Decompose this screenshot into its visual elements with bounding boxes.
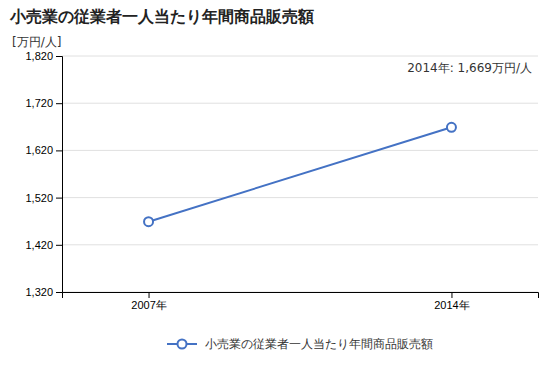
y-tick: 1,620: [25, 144, 62, 156]
data-point: [144, 217, 153, 226]
y-tick: 1,820: [25, 50, 62, 62]
y-axis-line: [56, 57, 63, 293]
x-axis-line: [63, 293, 539, 299]
y-tick-mark: [56, 198, 62, 199]
legend-item: 小売業の従業者一人当たり年間商品販売額: [167, 337, 433, 351]
x-axis: 2007年 2014年: [63, 292, 539, 311]
x-tick: 2014年: [434, 292, 469, 311]
title: 小売業の従業者一人当たり年間商品販売額: [9, 7, 314, 26]
x-tick-mark: [149, 292, 150, 298]
grid-line: [62, 197, 538, 198]
y-tick-mark: [56, 292, 62, 293]
grid-line: [62, 150, 538, 151]
y-tick-label: 1,420: [25, 239, 53, 251]
grid-line: [62, 103, 538, 104]
y-tick-mark: [56, 56, 62, 57]
marks: [144, 123, 456, 226]
x-tick: 2007年: [131, 292, 166, 311]
y-tick-mark: [56, 103, 62, 104]
legend-label: 小売業の従業者一人当たり年間商品販売額: [205, 337, 433, 351]
series-line: [149, 127, 452, 221]
x-tick-label: 2014年: [434, 299, 469, 311]
y-tick-label: 1,520: [25, 192, 53, 204]
legend-marker: [178, 340, 187, 349]
grid-line: [62, 244, 538, 245]
y-axis: 1,320 1,420 1,520 1,620 1,720 1,820: [25, 50, 62, 298]
x-tick-mark: [451, 292, 452, 298]
y-axis-label: [万円/人]: [12, 35, 61, 49]
grid-line: [62, 56, 538, 57]
annotation: 2014年: 1,669万円/人: [407, 61, 532, 75]
y-tick-label: 1,620: [25, 144, 53, 156]
x-tick-label: 2007年: [131, 299, 166, 311]
y-tick-mark: [56, 245, 62, 246]
y-tick-label: 1,320: [25, 286, 53, 298]
chart-svg: 1,320 1,420 1,520 1,620 1,720 1,820 2007年 2014年…: [0, 0, 560, 366]
grid: [62, 56, 538, 292]
y-tick: 1,420: [25, 239, 62, 251]
y-tick-label: 1,720: [25, 97, 53, 109]
y-tick-label: 1,820: [25, 50, 53, 62]
plot-area: 1,320 1,420 1,520 1,620 1,720 1,820 2007年 2014年: [25, 50, 538, 311]
y-tick: 1,520: [25, 192, 62, 204]
legend: 小売業の従業者一人当たり年間商品販売額: [167, 337, 433, 351]
data-point: [447, 123, 456, 132]
y-tick-mark: [56, 150, 62, 151]
y-tick: 1,720: [25, 97, 62, 109]
y-tick: 1,320: [25, 286, 62, 298]
